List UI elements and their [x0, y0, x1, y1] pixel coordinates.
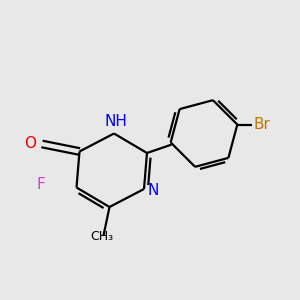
Text: F: F	[36, 177, 45, 192]
Text: Br: Br	[254, 117, 270, 132]
Text: N: N	[147, 183, 159, 198]
Text: CH₃: CH₃	[90, 230, 114, 243]
Text: NH: NH	[105, 114, 128, 129]
Text: O: O	[25, 136, 37, 152]
